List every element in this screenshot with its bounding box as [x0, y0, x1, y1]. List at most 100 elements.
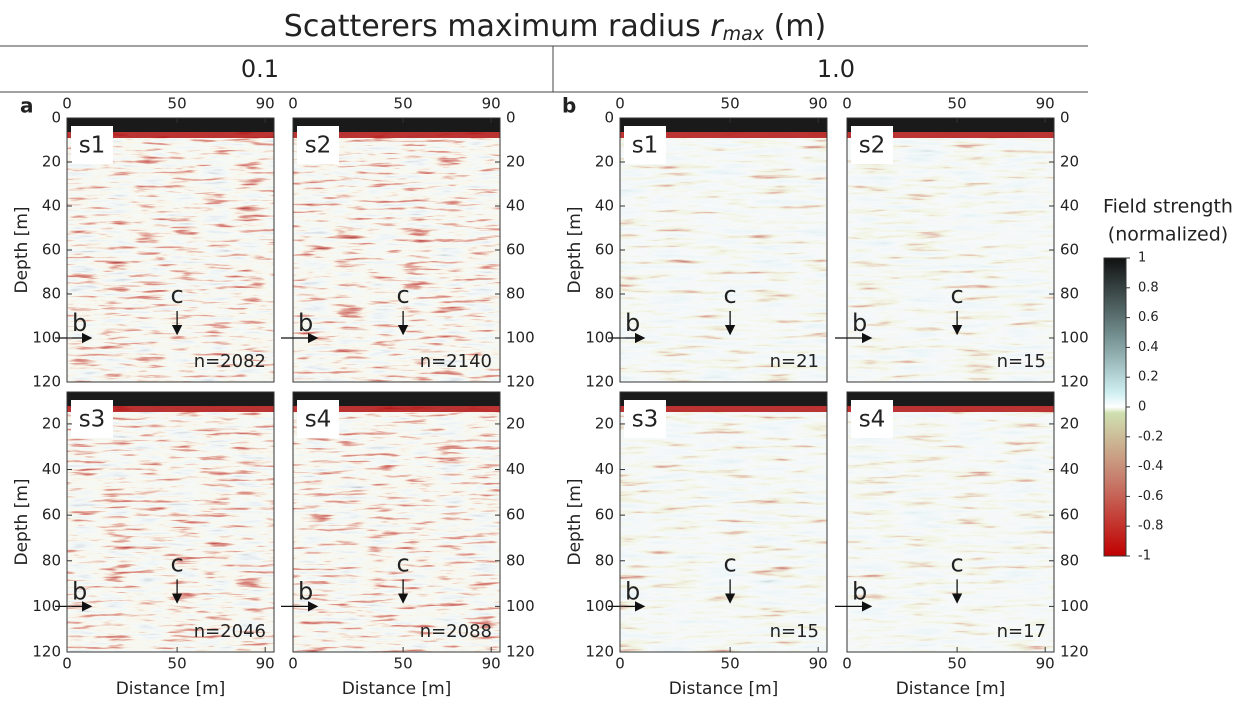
- y-tick-label: 40: [1060, 460, 1079, 478]
- y-tick-label: 60: [1060, 241, 1079, 259]
- y-tick-label: 60: [595, 241, 614, 259]
- y-tick-label: 40: [595, 460, 614, 478]
- x-tick-label: 90: [256, 95, 275, 113]
- marker-c: c: [397, 281, 410, 309]
- colorbar-tick-label: 0.4: [1138, 340, 1159, 355]
- x-axis-label: Distance [m]: [342, 679, 452, 699]
- colorbar-tick-label: -0.6: [1138, 489, 1163, 504]
- y-tick-label: 100: [1060, 329, 1089, 347]
- y-axis-label: Depth [m]: [12, 478, 32, 565]
- scenario-box: [624, 400, 666, 438]
- surface-band: [847, 118, 1054, 132]
- y-tick-label: 80: [1060, 285, 1079, 303]
- marker-b: b: [72, 577, 87, 605]
- surface-band: [67, 392, 274, 406]
- frame: [619, 391, 828, 653]
- scenario-label: s2: [859, 133, 886, 159]
- colorbar-tick-label: 0.6: [1138, 310, 1159, 325]
- colorbar: Field strength (normalized): [1103, 196, 1233, 557]
- y-tick-label: 40: [506, 460, 525, 478]
- surface-band: [620, 406, 827, 412]
- x-axis-label: Distance [m]: [669, 679, 779, 699]
- y-tick-label: 40: [42, 460, 61, 478]
- panel-group-label: a: [20, 94, 34, 118]
- y-tick-label: 40: [506, 197, 525, 215]
- x-tick-label: 50: [948, 655, 967, 673]
- marker-b: b: [852, 577, 867, 605]
- colorbar-tick-label: 1: [1138, 251, 1146, 266]
- scatterer-count: n=21: [770, 351, 819, 372]
- x-tick-label: 90: [809, 655, 828, 673]
- column-header: 1.0: [817, 55, 855, 83]
- marker-b: b: [298, 577, 313, 605]
- surface-band: [293, 392, 500, 406]
- y-tick-label: 60: [42, 506, 61, 524]
- scenario-label: s1: [632, 133, 659, 159]
- scatterer-count: n=15: [770, 621, 819, 642]
- scatterer-count: n=15: [997, 351, 1046, 372]
- colorbar-tick-label: -1: [1138, 549, 1151, 564]
- column-header: 0.1: [241, 55, 279, 83]
- y-tick-label: 20: [42, 153, 61, 171]
- y-tick-label: 80: [506, 285, 525, 303]
- surface-band: [620, 392, 827, 406]
- y-tick-label: 60: [506, 241, 525, 259]
- scatterer-count: n=17: [997, 621, 1046, 642]
- y-tick-label: 100: [1060, 597, 1089, 615]
- marker-c: c: [171, 549, 184, 577]
- y-axis-label: Depth [m]: [12, 206, 32, 293]
- y-tick-label: 100: [585, 329, 614, 347]
- scenario-label: s1: [79, 133, 106, 159]
- x-tick-label: 90: [482, 655, 501, 673]
- y-tick-label: 80: [506, 551, 525, 569]
- y-tick-label: 120: [32, 373, 61, 391]
- colorbar-tick-label: -0.8: [1138, 519, 1163, 534]
- colorbar-tick-label: -0.4: [1138, 459, 1163, 474]
- x-tick-label: 90: [482, 95, 501, 113]
- y-tick-label: 120: [1060, 373, 1089, 391]
- marker-b: b: [625, 309, 640, 337]
- scenario-label: s3: [79, 407, 106, 433]
- surface-band: [847, 132, 1054, 138]
- surface-band: [67, 132, 274, 138]
- y-axis-label: Depth [m]: [565, 206, 585, 293]
- y-tick-label: 120: [585, 373, 614, 391]
- y-tick-label: 80: [42, 551, 61, 569]
- y-tick-label: 80: [42, 285, 61, 303]
- y-tick-label: 0: [604, 109, 614, 127]
- panel-group-label: b: [562, 94, 576, 118]
- x-axis-label: Distance [m]: [116, 679, 226, 699]
- marker-c: c: [724, 281, 737, 309]
- y-tick-label: 60: [42, 241, 61, 259]
- colorbar-title: Field strength: [1103, 196, 1233, 218]
- x-tick-label: 90: [809, 95, 828, 113]
- marker-b: b: [298, 309, 313, 337]
- frame: [846, 391, 1055, 653]
- y-tick-label: 100: [585, 597, 614, 615]
- x-tick-label: 0: [842, 95, 852, 113]
- y-tick-label: 120: [506, 643, 535, 661]
- y-tick-label: 40: [42, 197, 61, 215]
- scenario-box: [851, 400, 893, 438]
- x-tick-label: 90: [1036, 95, 1055, 113]
- x-tick-label: 50: [394, 655, 413, 673]
- x-tick-label: 90: [1036, 655, 1055, 673]
- figure-title: Scatterers maximum radius rmax (m): [284, 9, 826, 45]
- y-tick-label: 120: [1060, 643, 1089, 661]
- y-tick-label: 20: [1060, 414, 1079, 432]
- scenario-box: [71, 400, 113, 438]
- scenario-box: [297, 400, 339, 438]
- surface-band: [847, 406, 1054, 412]
- marker-c: c: [951, 549, 964, 577]
- scenario-box: [71, 126, 113, 164]
- marker-c: c: [724, 549, 737, 577]
- x-tick-label: 0: [288, 95, 298, 113]
- scenario-label: s2: [305, 133, 332, 159]
- y-tick-label: 40: [595, 197, 614, 215]
- y-tick-label: 100: [506, 597, 535, 615]
- y-tick-label: 100: [506, 329, 535, 347]
- y-axis-label: Depth [m]: [565, 478, 585, 565]
- y-tick-label: 120: [585, 643, 614, 661]
- y-tick-label: 20: [1060, 153, 1079, 171]
